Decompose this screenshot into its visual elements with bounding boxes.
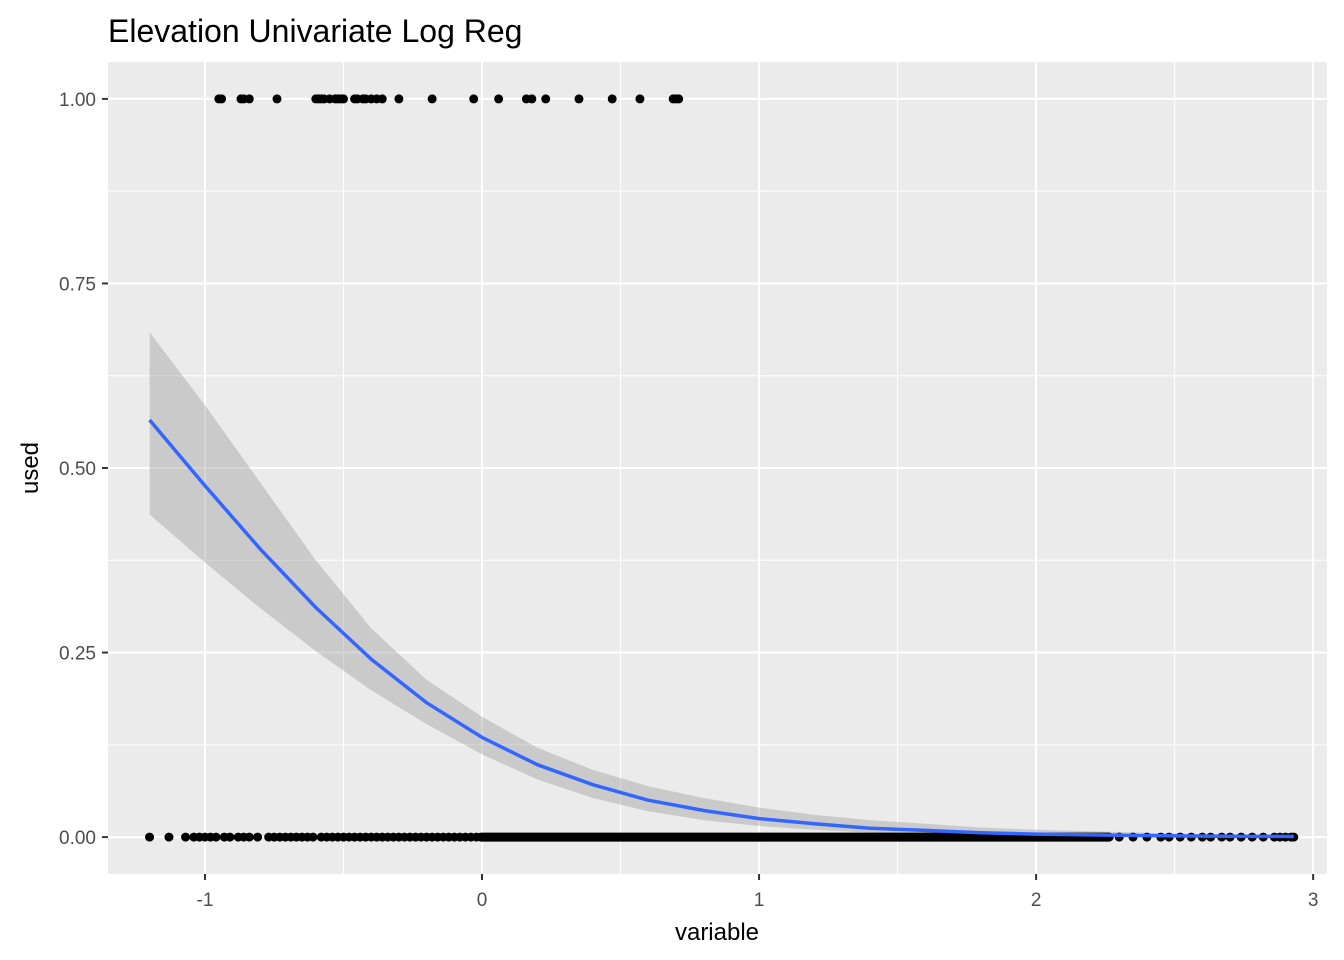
x-tick-label: 3 (1308, 890, 1319, 911)
data-point (244, 94, 254, 104)
data-point (541, 94, 551, 104)
data-point (635, 94, 645, 104)
points-layer (145, 94, 1299, 842)
data-point (272, 94, 282, 104)
data-point (494, 94, 504, 104)
data-point (574, 94, 584, 104)
x-tick-label: -1 (197, 890, 214, 911)
y-tick-label: 0.25 (59, 644, 96, 665)
x-axis-ticks: -1 0 1 2 3 (197, 874, 1319, 911)
data-point (674, 94, 684, 104)
x-axis-title: variable (675, 919, 759, 946)
data-point (244, 832, 254, 842)
data-point (527, 94, 537, 104)
chart-title: Elevation Univariate Log Reg (108, 13, 522, 49)
data-point-cluster (476, 832, 1114, 842)
x-tick-label: 0 (477, 890, 488, 911)
data-point (469, 94, 479, 104)
y-tick-label: 0.75 (59, 274, 96, 295)
fit-line-layer (148, 418, 1294, 839)
data-point (394, 94, 404, 104)
data-point (427, 94, 437, 104)
x-tick-label: 1 (754, 890, 765, 911)
data-point (225, 832, 235, 842)
confidence-ribbon (149, 332, 1294, 837)
y-tick-label: 0.50 (59, 459, 96, 480)
data-point (164, 832, 174, 842)
fit-line (148, 418, 1294, 839)
confidence-ribbon-layer (149, 332, 1294, 837)
x-tick-label: 2 (1031, 890, 1042, 911)
data-point (145, 832, 155, 842)
data-point (217, 94, 227, 104)
data-point (253, 832, 263, 842)
data-point (211, 832, 221, 842)
y-axis-title: used (17, 442, 44, 494)
data-point (308, 832, 318, 842)
data-point (181, 832, 191, 842)
data-point (338, 94, 348, 104)
y-tick-label: 1.00 (59, 90, 96, 111)
y-tick-label: 0.00 (59, 828, 96, 849)
data-point (607, 94, 617, 104)
data-point (377, 94, 387, 104)
y-axis-ticks: 0.00 0.25 0.50 0.75 1.00 (59, 90, 108, 849)
